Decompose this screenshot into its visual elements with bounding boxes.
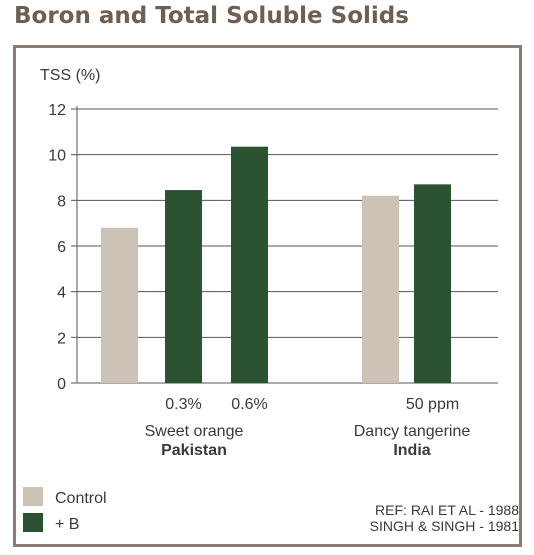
bar-dose-label: 50 ppm [406,396,459,413]
bar-dose-label: 0.3% [165,396,201,413]
y-axis-label: TSS (%) [40,67,100,84]
group-crop-label: Sweet orange [145,423,244,440]
y-tick-label: 0 [57,376,66,393]
reference-line-2: SINGH & SINGH - 1981 [370,518,520,534]
y-tick-label: 8 [57,193,66,210]
y-tick-label: 10 [48,148,66,165]
legend-label-control: Control [55,490,107,507]
bar-boron [414,184,451,383]
bar-control [362,195,399,383]
bar-control [101,227,138,383]
bar-boron [231,146,268,383]
bars [101,146,451,383]
legend-swatch-boron [23,513,43,532]
y-tick-label: 12 [48,102,66,119]
group-crop-label: Dancy tangerine [354,423,471,440]
y-tick-labels: 0 2 4 6 8 10 12 [48,102,66,393]
y-tick-label: 6 [57,239,66,256]
bar-dose-label: 0.6% [231,396,267,413]
bar-boron [165,190,202,383]
page-title: Boron and Total Soluble Solids [14,3,409,29]
reference-line-1: REF: RAI ET AL - 1988 [375,502,519,518]
group-country-label: India [393,442,430,459]
legend: Control + B [23,487,107,533]
category-labels: 0.3% 0.6% Sweet orange Pakistan 50 ppm Dancy … [145,396,471,459]
legend-swatch-control [23,487,43,506]
y-tick-label: 2 [57,330,66,347]
legend-label-boron: + B [55,516,79,533]
group-country-label: Pakistan [161,442,227,459]
y-tick-label: 4 [57,285,66,302]
